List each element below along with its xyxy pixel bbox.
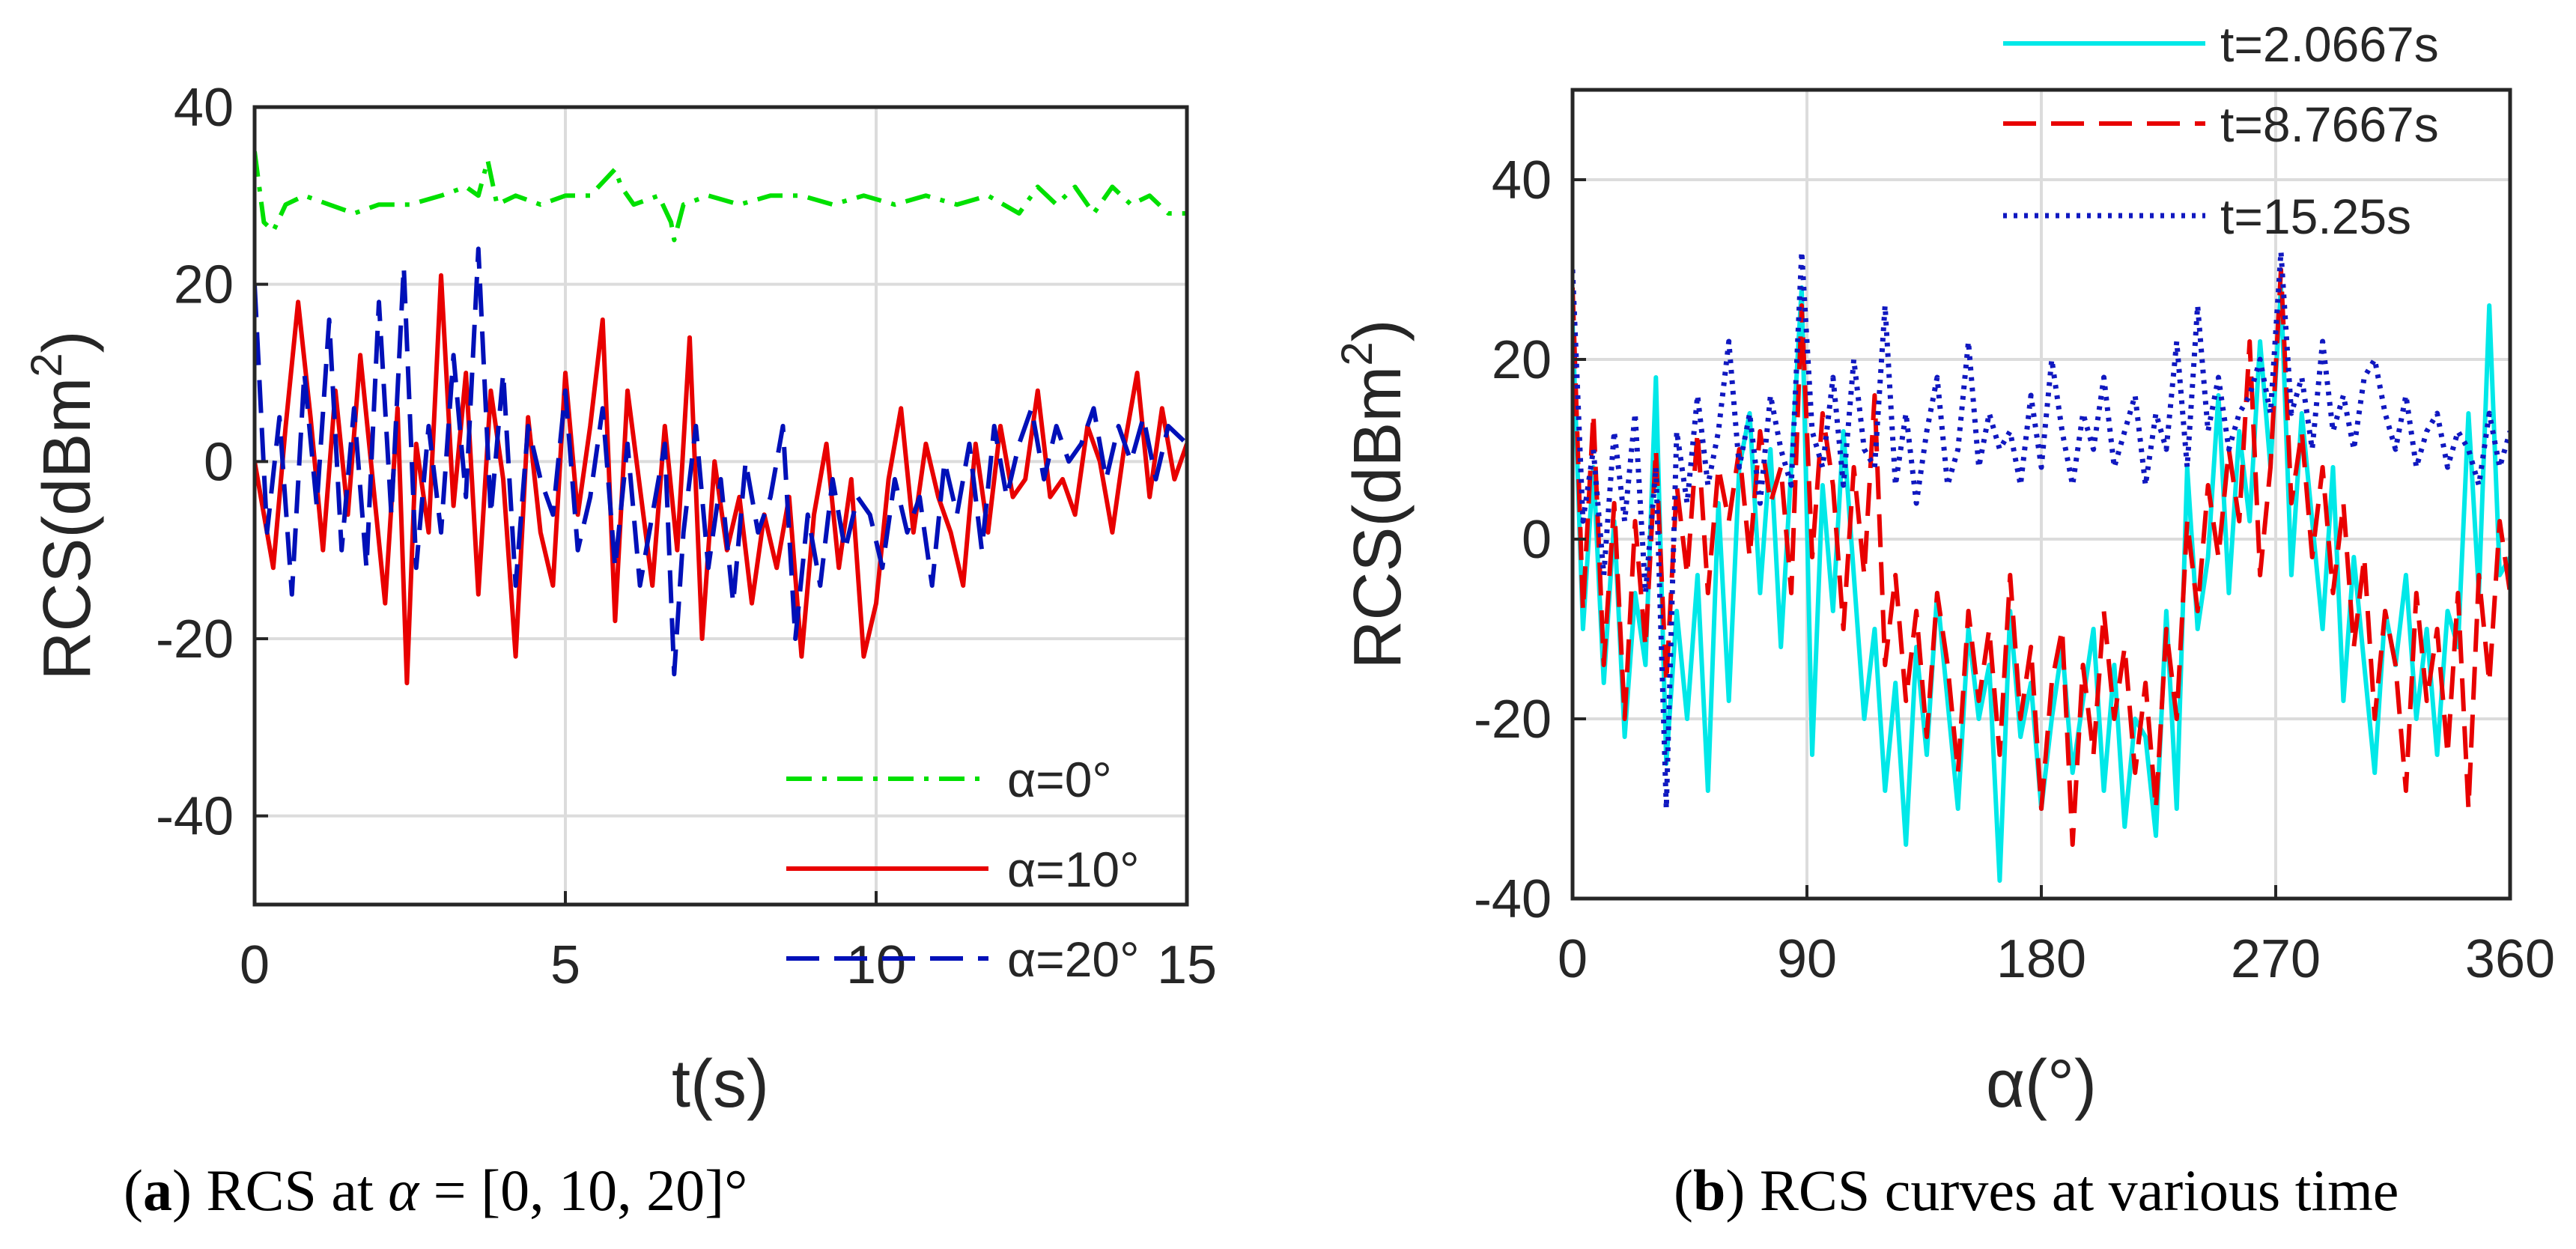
panel-a-axes-frame	[252, 105, 1189, 907]
panel-a-chart: 0 5 10 15 -40 -20 0 20 40 α=0° α=10° α=20° t(s) RC…	[22, 78, 1217, 1122]
panel-a-series	[255, 151, 1187, 686]
panel-a-series-line-3	[255, 246, 1187, 677]
panel-b-tick-labels: 0 90 180 270 360 -40 -20 0 20 40	[1474, 151, 2555, 989]
panel-a-y-axis-label-sup: 2	[22, 353, 71, 377]
panel-b-x-tick-label: 270	[2231, 929, 2321, 989]
panel-b-y-axis-label-sup: 2	[1333, 341, 1382, 365]
caption-a-letter: a	[142, 1158, 172, 1223]
caption-a-alpha: α	[388, 1158, 419, 1223]
panel-b-y-tick-label: -40	[1474, 869, 1552, 929]
panel-b-y-tick-label: 0	[1522, 510, 1552, 570]
panel-a-series-line-1	[255, 151, 1187, 243]
panel-a-y-axis-label: RCS(dBm2)	[22, 330, 105, 680]
panel-a-y-tick-label: -40	[156, 787, 234, 847]
caption-a-range: = [0, 10, 20]°	[419, 1158, 748, 1223]
panel-a-x-axis-label: t(s)	[672, 1047, 769, 1122]
panel-b-y-tick-label: -20	[1474, 690, 1552, 750]
panel-a-tick-labels: 0 5 10 15 -40 -20 0 20 40	[156, 78, 1217, 995]
panel-b-y-axis-label-close: )	[1340, 319, 1415, 341]
panel-a-legend: α=0° α=10° α=20°	[786, 752, 1140, 987]
panel-b-y-tick-label: 20	[1492, 330, 1552, 390]
panel-a-y-axis-label-main: RCS(dBm	[30, 377, 105, 681]
panel-b-y-tick-label: 40	[1492, 151, 1552, 210]
panel-b-y-axis-label-main: RCS(dBm	[1340, 366, 1415, 669]
panel-a-x-tick-label: 0	[240, 935, 270, 995]
caption-a-text: RCS at	[191, 1158, 389, 1223]
panel-b-series-line-3	[1573, 249, 2510, 812]
panel-a-legend-label-3: α=20°	[1007, 932, 1140, 987]
panel-a-x-tick-label: 10	[846, 935, 906, 995]
panel-b-x-tick-label: 360	[2465, 929, 2555, 989]
panel-b-series-line-2	[1573, 267, 2510, 847]
panel-b-x-axis-label: α(°)	[1986, 1047, 2097, 1122]
panel-b-x-tick-label: 90	[1777, 929, 1837, 989]
panel-a-legend-label-1: α=0°	[1007, 752, 1112, 807]
caption-b-text: RCS curves at various time	[1745, 1158, 2399, 1223]
panel-b-chart: 0 90 180 270 360 -40 -20 0 20 40 t=2.0667s t=8.766…	[1333, 16, 2555, 1122]
panel-a-y-tick-label: 20	[174, 255, 234, 315]
panel-b-legend-label-3: t=15.25s	[2220, 189, 2411, 244]
caption-b: (b) RCS curves at various time	[1674, 1158, 2399, 1223]
panel-a-series-line-2	[255, 273, 1187, 686]
panel-a-x-tick-label: 5	[550, 935, 580, 995]
caption-b-letter: b	[1692, 1158, 1726, 1223]
panel-a-y-tick-label: 0	[204, 432, 234, 492]
panel-b-x-tick-label: 0	[1558, 929, 1588, 989]
caption-a: (a) RCS at α = [0, 10, 20]°	[124, 1158, 748, 1223]
panel-a-y-axis-label-close: )	[30, 330, 105, 353]
panel-b-legend-label-1: t=2.0667s	[2220, 16, 2439, 72]
panel-b-y-axis-label: RCS(dBm2)	[1333, 319, 1415, 669]
panel-a-y-tick-label: -20	[156, 610, 234, 669]
panel-b-x-tick-label: 180	[1996, 929, 2086, 989]
panel-b-legend: t=2.0667s t=8.7667s t=15.25s	[2003, 16, 2439, 244]
panel-b-legend-label-2: t=8.7667s	[2220, 97, 2439, 152]
panel-b-series	[1573, 249, 2510, 883]
panel-a-y-tick-label: 40	[174, 78, 234, 138]
panel-a-legend-label-2: α=10°	[1007, 842, 1140, 897]
panel-a-x-tick-label: 15	[1157, 935, 1217, 995]
